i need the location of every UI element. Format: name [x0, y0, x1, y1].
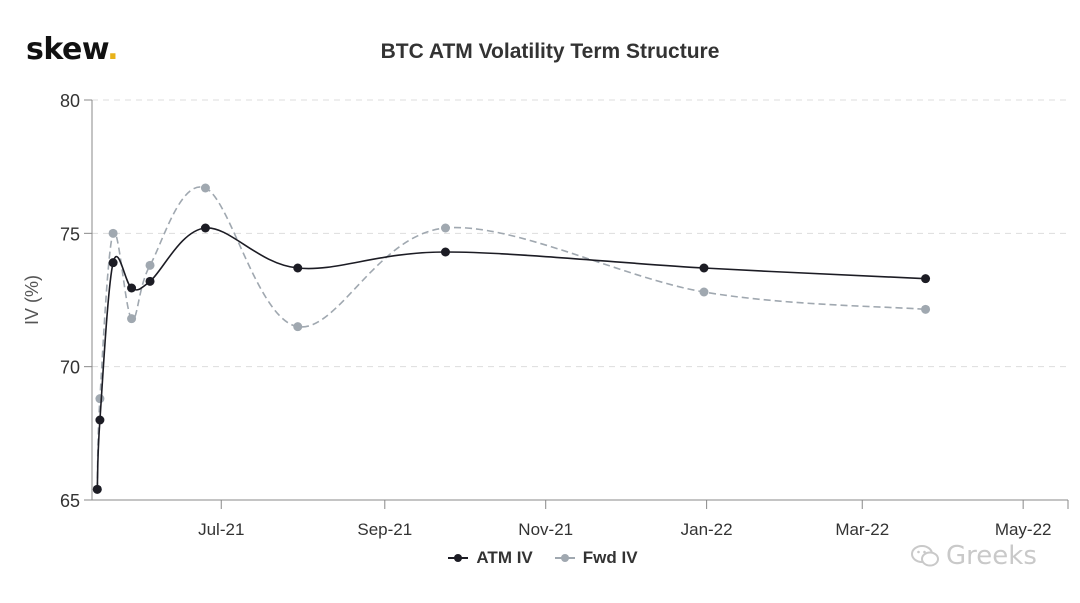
- y-axis-label: IV (%): [22, 275, 42, 325]
- x-tick-label: Jul-21: [198, 520, 244, 539]
- data-point-fwd-iv: [293, 322, 303, 332]
- wechat-icon: [911, 545, 939, 567]
- data-point-fwd-iv: [127, 314, 137, 324]
- watermark-text: Greeks: [946, 541, 1037, 571]
- y-tick-label: 75: [60, 224, 80, 244]
- x-tick-label: Nov-21: [518, 520, 573, 539]
- data-point-atm-iv: [440, 247, 450, 257]
- data-point-fwd-iv: [145, 260, 155, 270]
- legend-label: Fwd IV: [582, 548, 638, 567]
- y-tick-label: 80: [60, 91, 80, 111]
- data-point-fwd-iv: [699, 287, 709, 297]
- data-point-fwd-iv: [95, 394, 105, 404]
- x-tick-label: Jan-22: [681, 520, 733, 539]
- watermark: Greeks: [910, 541, 1037, 571]
- data-point-fwd-iv: [108, 228, 118, 238]
- data-point-atm-iv: [145, 276, 155, 286]
- x-tick-label: May-22: [995, 520, 1052, 539]
- chart-title: BTC ATM Volatility Term Structure: [380, 40, 720, 63]
- legend-swatch: [448, 554, 469, 562]
- brand-name: skew: [26, 32, 108, 67]
- data-point-atm-iv: [699, 263, 709, 273]
- y-tick-label: 65: [60, 491, 80, 511]
- y-tick-label: 70: [60, 358, 80, 378]
- series-line-fwd-iv: [96, 186, 926, 490]
- brand-dot: .: [107, 32, 119, 67]
- data-point-atm-iv: [92, 484, 102, 494]
- data-point-atm-iv: [95, 415, 105, 425]
- legend-item[interactable]: Fwd IV: [554, 548, 638, 568]
- data-point-fwd-iv: [440, 223, 450, 233]
- skew-logo: skew.: [26, 32, 119, 67]
- chart-legend: ATM IV Fwd IV: [0, 548, 1080, 568]
- data-point-fwd-iv: [200, 183, 210, 193]
- data-point-atm-iv: [200, 223, 210, 233]
- legend-label: ATM IV: [476, 548, 533, 567]
- data-point-atm-iv: [127, 283, 137, 293]
- legend-swatch: [554, 554, 575, 562]
- data-point-atm-iv: [921, 274, 931, 284]
- series-line-atm-iv: [96, 227, 926, 490]
- data-point-fwd-iv: [921, 304, 931, 314]
- legend-item[interactable]: ATM IV: [448, 548, 533, 568]
- x-tick-label: Mar-22: [835, 520, 889, 539]
- data-point-atm-iv: [108, 258, 118, 268]
- x-tick-label: Sep-21: [357, 520, 412, 539]
- data-point-atm-iv: [293, 263, 303, 273]
